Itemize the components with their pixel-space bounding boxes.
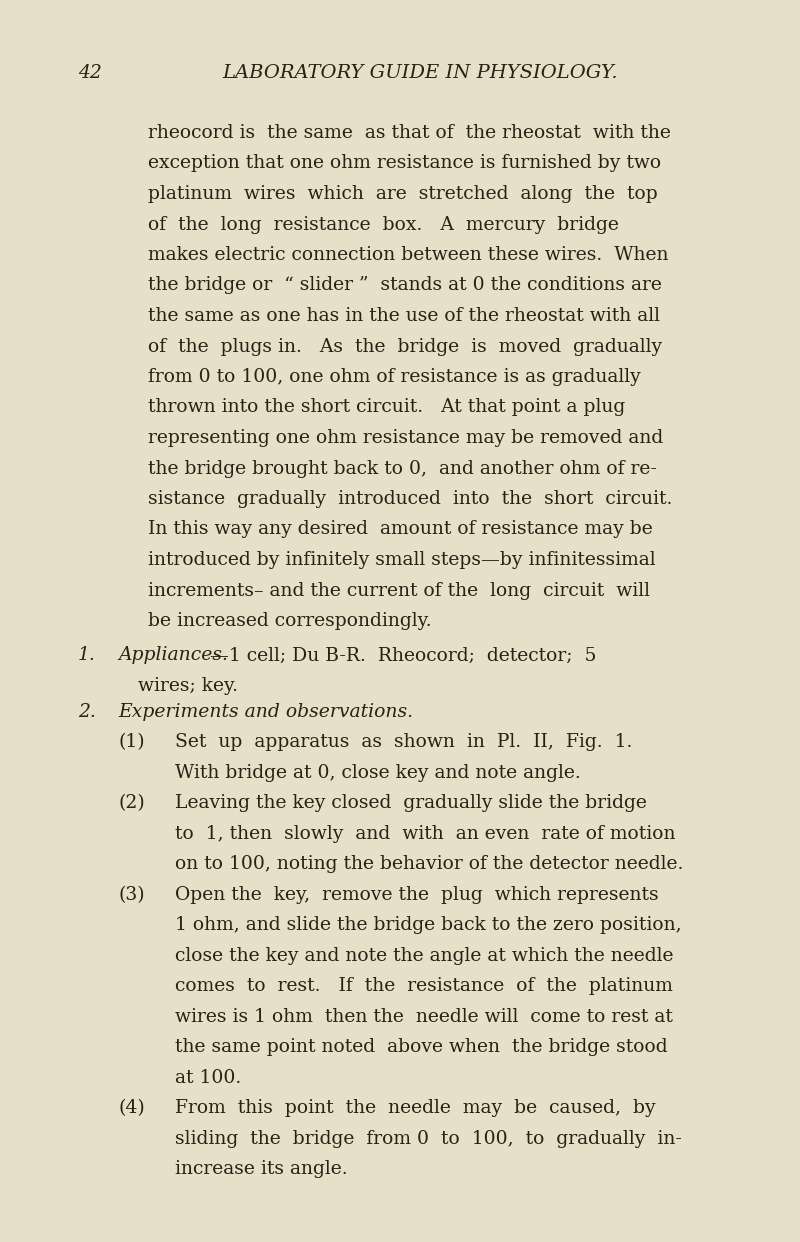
Text: Appliances.: Appliances. [118, 647, 228, 664]
Text: increments– and the current of the  long  circuit  will: increments– and the current of the long … [148, 581, 650, 600]
Text: to  1, then  slowly  and  with  an even  rate of motion: to 1, then slowly and with an even rate … [175, 825, 675, 843]
Text: With bridge at 0, close key and note angle.: With bridge at 0, close key and note ang… [175, 764, 581, 782]
Text: 1.: 1. [78, 647, 96, 664]
Text: makes electric connection between these wires.  When: makes electric connection between these … [148, 246, 669, 265]
Text: (1): (1) [118, 734, 145, 751]
Text: In this way any desired  amount of resistance may be: In this way any desired amount of resist… [148, 520, 653, 539]
Text: (3): (3) [118, 886, 145, 904]
Text: thrown into the short circuit.   At that point a plug: thrown into the short circuit. At that p… [148, 399, 626, 416]
Text: of  the  long  resistance  box.   A  mercury  bridge: of the long resistance box. A mercury br… [148, 216, 619, 233]
Text: on to 100, noting the behavior of the detector needle.: on to 100, noting the behavior of the de… [175, 856, 683, 873]
Text: 42: 42 [78, 65, 102, 82]
Text: —1 cell; Du B-R.  Rheocord;  detector;  5: —1 cell; Du B-R. Rheocord; detector; 5 [210, 647, 597, 664]
Text: Open the  key,  remove the  plug  which represents: Open the key, remove the plug which repr… [175, 886, 658, 904]
Text: LABORATORY GUIDE IN PHYSIOLOGY.: LABORATORY GUIDE IN PHYSIOLOGY. [222, 65, 618, 82]
Text: sliding  the  bridge  from 0  to  100,  to  gradually  in-: sliding the bridge from 0 to 100, to gra… [175, 1130, 682, 1148]
Text: sistance  gradually  introduced  into  the  short  circuit.: sistance gradually introduced into the s… [148, 491, 672, 508]
Text: at 100.: at 100. [175, 1069, 242, 1087]
Text: comes  to  rest.   If  the  resistance  of  the  platinum: comes to rest. If the resistance of the … [175, 977, 673, 995]
Text: From  this  point  the  needle  may  be  caused,  by: From this point the needle may be caused… [175, 1099, 656, 1118]
Text: introduced by infinitely small steps—by infinitessimal: introduced by infinitely small steps—by … [148, 551, 656, 569]
Text: (4): (4) [118, 1099, 145, 1118]
Text: of  the  plugs in.   As  the  bridge  is  moved  gradually: of the plugs in. As the bridge is moved … [148, 338, 662, 355]
Text: be increased correspondingly.: be increased correspondingly. [148, 612, 432, 630]
Text: 2.: 2. [78, 703, 96, 720]
Text: from 0 to 100, one ohm of resistance is as gradually: from 0 to 100, one ohm of resistance is … [148, 368, 641, 386]
Text: close the key and note the angle at which the needle: close the key and note the angle at whic… [175, 946, 674, 965]
Text: representing one ohm resistance may be removed and: representing one ohm resistance may be r… [148, 428, 663, 447]
Text: wires; key.: wires; key. [138, 677, 238, 696]
Text: the same as one has in the use of the rheostat with all: the same as one has in the use of the rh… [148, 307, 660, 325]
Text: the bridge or  “ slider ”  stands at 0 the conditions are: the bridge or “ slider ” stands at 0 the… [148, 277, 662, 294]
Text: platinum  wires  which  are  stretched  along  the  top: platinum wires which are stretched along… [148, 185, 658, 202]
Text: Set  up  apparatus  as  shown  in  Pl.  II,  Fig.  1.: Set up apparatus as shown in Pl. II, Fig… [175, 734, 632, 751]
Text: exception that one ohm resistance is furnished by two: exception that one ohm resistance is fur… [148, 154, 661, 173]
Text: the bridge brought back to 0,  and another ohm of re-: the bridge brought back to 0, and anothe… [148, 460, 657, 477]
Text: rheocord is  the same  as that of  the rheostat  with the: rheocord is the same as that of the rheo… [148, 124, 671, 142]
Text: 1 ohm, and slide the bridge back to the zero position,: 1 ohm, and slide the bridge back to the … [175, 917, 682, 934]
Text: Leaving the key closed  gradually slide the bridge: Leaving the key closed gradually slide t… [175, 795, 647, 812]
Text: (2): (2) [118, 795, 145, 812]
Text: increase its angle.: increase its angle. [175, 1160, 348, 1179]
Text: the same point noted  above when  the bridge stood: the same point noted above when the brid… [175, 1038, 668, 1057]
Text: Experiments and observations.: Experiments and observations. [118, 703, 413, 720]
Text: wires is 1 ohm  then the  needle will  come to rest at: wires is 1 ohm then the needle will come… [175, 1009, 673, 1026]
